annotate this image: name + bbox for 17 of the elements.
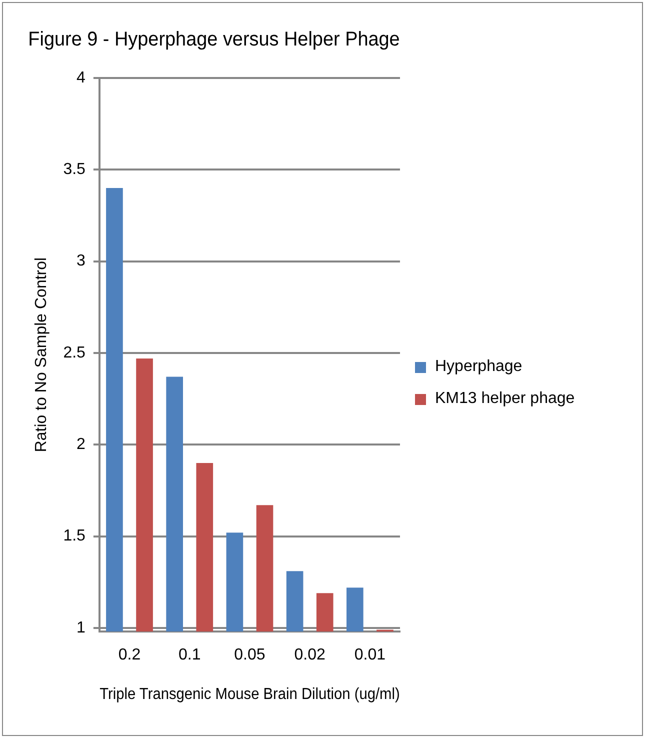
x-tick-label: 0.02: [294, 646, 326, 664]
y-tick-label: 2: [76, 436, 86, 454]
x-tick-label: 0.01: [354, 646, 386, 664]
x-axis-title: Triple Transgenic Mouse Brain Dilution (ug/ml): [100, 685, 400, 703]
y-tick-label: 3.5: [63, 161, 86, 178]
y-tick-label: 3: [76, 252, 86, 270]
y-axis-title: Ratio to No Sample Control: [33, 257, 50, 452]
y-tick-label: 1: [76, 619, 86, 636]
legend-label: Hyperphage: [435, 358, 522, 376]
y-tick-label: 1.5: [63, 528, 86, 545]
x-tick-label: 0.1: [178, 646, 201, 664]
y-tick-label: 2.5: [63, 344, 86, 362]
chart-title: Figure 9 - Hyperphage versus Helper Phage: [28, 28, 400, 51]
x-tick-label: 0.05: [234, 646, 266, 664]
x-tick-label: 0.2: [118, 646, 141, 664]
y-tick-label: 4: [76, 69, 86, 86]
legend-label: KM13 helper phage: [435, 390, 575, 408]
